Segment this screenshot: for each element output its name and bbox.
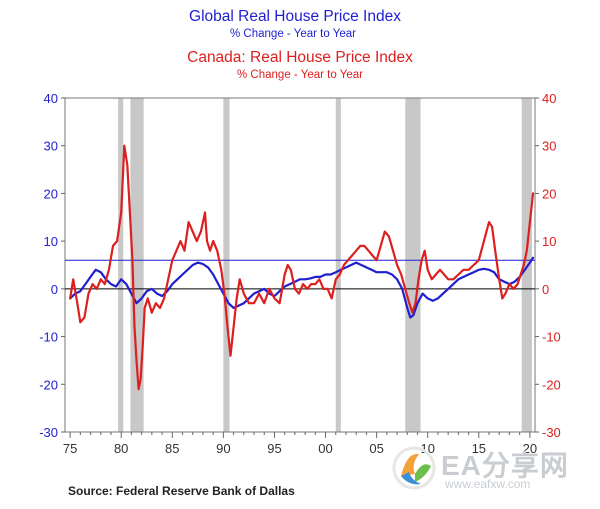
x-tick-label: 15 — [472, 441, 486, 456]
y-tick-label-left: -20 — [39, 377, 58, 392]
y-tick-label-right: 30 — [542, 139, 556, 154]
x-tick-label: 85 — [165, 441, 179, 456]
source-note: Source: Federal Reserve Bank of Dallas — [68, 484, 295, 498]
y-tick-label-right: 40 — [542, 91, 556, 106]
plot-frame — [64, 97, 536, 433]
x-tick-label: 00 — [318, 441, 332, 456]
series-lines — [68, 144, 535, 391]
y-tick-label-right: -30 — [542, 425, 561, 440]
watermark-logo-icon — [392, 446, 436, 490]
x-tick-label: 05 — [369, 441, 383, 456]
chart-subtitle-global: % Change - Year to Year — [230, 28, 356, 40]
y-tick-label-left: 0 — [51, 282, 58, 297]
chart-title-canada: Canada: Real House Price Index — [187, 49, 413, 66]
recession-band-6 — [521, 98, 532, 432]
y-tick-label-right: 20 — [542, 186, 556, 201]
y-tick-label-left: -30 — [39, 425, 58, 440]
watermark-title: EA分享网 — [441, 450, 569, 481]
y-tick-label-right: 0 — [542, 282, 549, 297]
x-tick-label: 75 — [63, 441, 77, 456]
y-tick-label-left: 20 — [44, 186, 58, 201]
recession-band-5 — [405, 98, 421, 432]
watermark-url: www.eafxw.com — [445, 477, 531, 491]
y-tick-label-right: 10 — [542, 234, 556, 249]
recession-band-2 — [130, 98, 144, 432]
chart-subtitle-canada: % Change - Year to Year — [237, 69, 363, 81]
y-tick-label-left: 40 — [44, 91, 58, 106]
series-line-canada — [68, 144, 535, 391]
y-tick-label-right: -10 — [542, 330, 561, 345]
recession-bands — [118, 98, 532, 432]
x-tick-label: 90 — [216, 441, 230, 456]
y-tick-label-left: 10 — [44, 234, 58, 249]
watermark: EA分享网 www.eafxw.com — [389, 444, 594, 492]
x-tick-label: 95 — [267, 441, 281, 456]
chart-title-global: Global Real House Price Index — [189, 8, 401, 25]
series-line-global — [68, 256, 535, 319]
y-tick-label-right: -20 — [542, 377, 561, 392]
y-tick-label-left: 30 — [44, 139, 58, 154]
recession-band-3 — [223, 98, 230, 432]
recession-band-4 — [335, 98, 341, 432]
y-tick-label-left: -10 — [39, 330, 58, 345]
x-tick-label: 20 — [523, 441, 537, 456]
recession-band-1 — [118, 98, 124, 432]
x-tick-label: 80 — [114, 441, 128, 456]
